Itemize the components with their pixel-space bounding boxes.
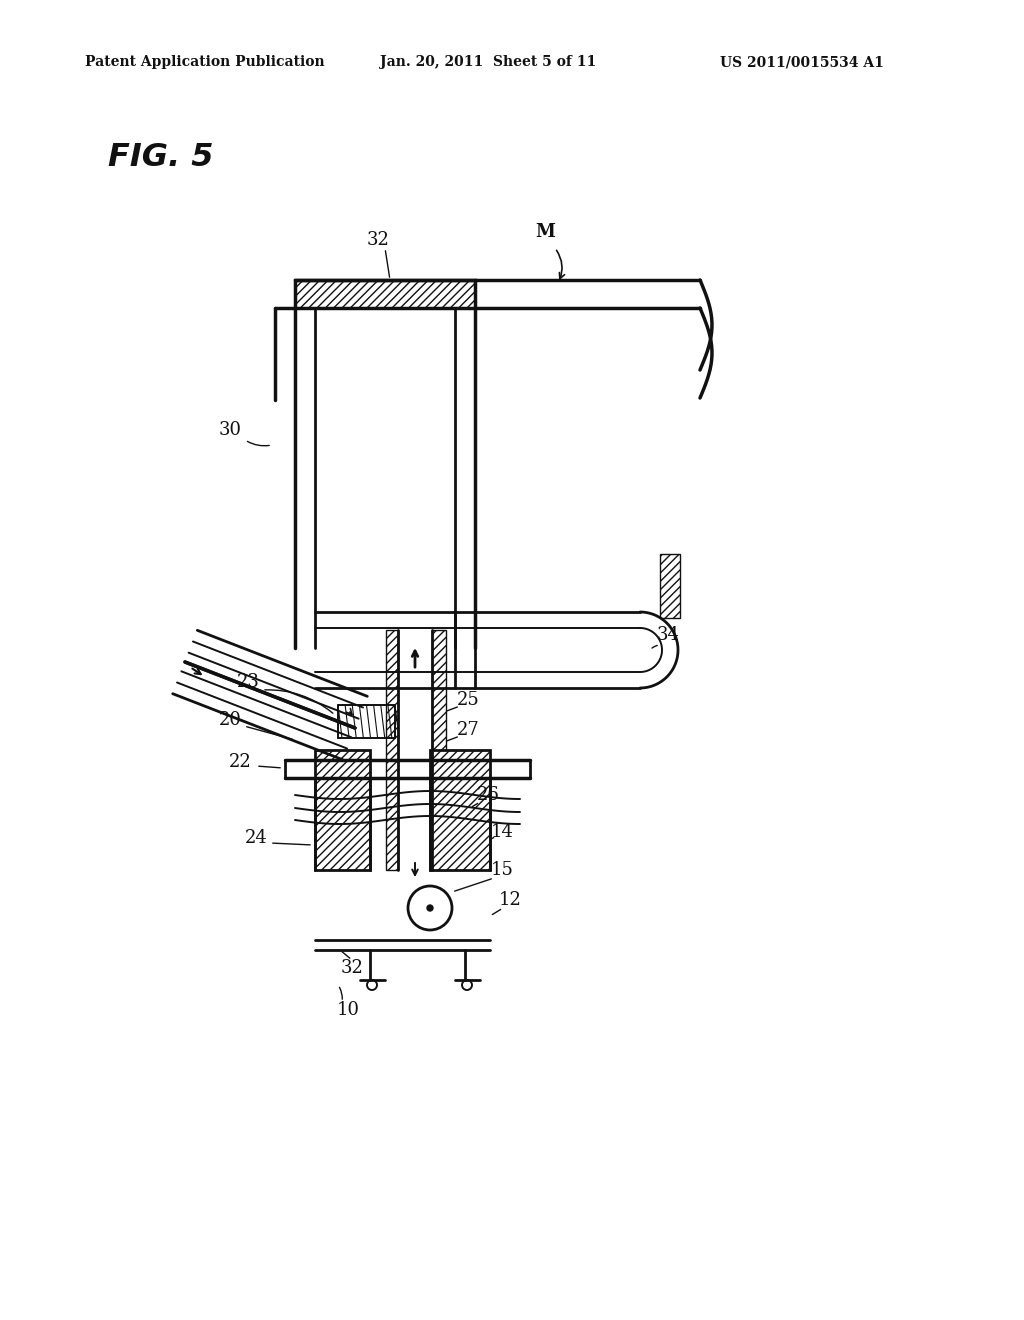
Text: 30: 30 [218,421,242,440]
Text: 32: 32 [341,960,364,977]
Text: 12: 12 [499,891,521,909]
Text: US 2011/0015534 A1: US 2011/0015534 A1 [720,55,884,69]
Text: FIG. 5: FIG. 5 [108,143,213,173]
Text: M: M [535,223,555,242]
Text: 27: 27 [457,721,479,739]
Bar [315,750,370,870]
Text: Jan. 20, 2011  Sheet 5 of 11: Jan. 20, 2011 Sheet 5 of 11 [380,55,596,69]
Bar [660,554,680,618]
Text: 32: 32 [367,231,389,249]
Bar [430,750,490,870]
Text: 25: 25 [457,690,479,709]
Text: 20: 20 [218,711,242,729]
Bar [295,280,475,308]
Text: 24: 24 [245,829,267,847]
Bar [432,630,446,870]
Text: 22: 22 [228,752,251,771]
Bar [386,630,398,870]
Text: Patent Application Publication: Patent Application Publication [85,55,325,69]
Text: 10: 10 [337,1001,359,1019]
Circle shape [427,906,433,911]
Text: 26: 26 [476,785,500,804]
Text: 23: 23 [237,673,259,690]
Text: 14: 14 [490,822,513,841]
Text: 15: 15 [490,861,513,879]
Text: 34: 34 [656,626,680,644]
